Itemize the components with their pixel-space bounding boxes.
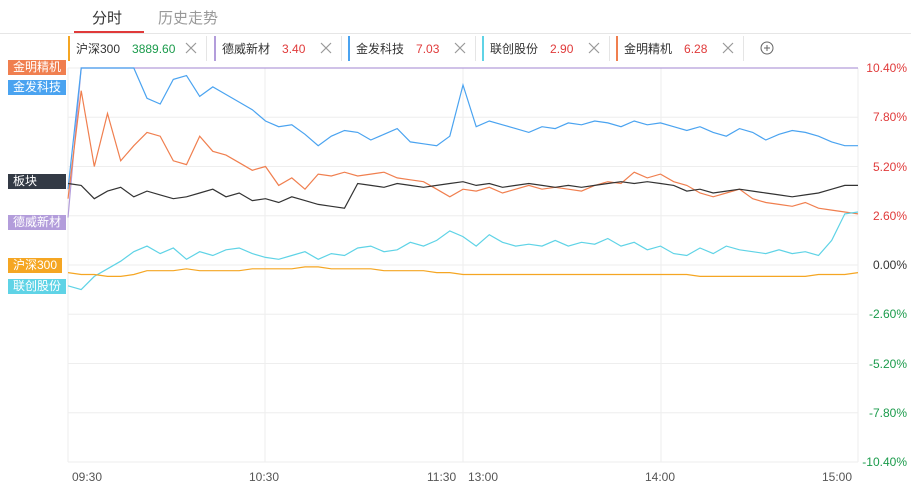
close-icon[interactable] <box>453 41 467 55</box>
chip-jinfa[interactable]: 金发科技 7.03 <box>348 36 476 61</box>
series-line <box>67 67 858 218</box>
chip-value: 3.40 <box>282 41 306 56</box>
side-label-hs300: 沪深300 <box>8 258 63 273</box>
series-line <box>67 266 859 277</box>
tab-intraday[interactable]: 分时 <box>92 10 123 27</box>
x-tick-label: 10:30 <box>249 470 280 484</box>
close-icon[interactable] <box>721 41 735 55</box>
chip-hs300[interactable]: 沪深300 3889.60 <box>68 36 207 61</box>
y-tick-label: 0.00% <box>872 258 907 272</box>
tabs-divider <box>0 33 911 34</box>
close-icon[interactable] <box>319 41 333 55</box>
y-tick-label: -2.60% <box>868 307 907 322</box>
chip-value: 3889.60 <box>132 41 176 56</box>
x-tick-label: 09:30 <box>72 470 103 484</box>
chart-grid <box>67 67 859 463</box>
chip-dewei[interactable]: 德威新材 3.40 <box>214 36 342 61</box>
active-tab-indicator <box>74 31 144 33</box>
side-label-sector: 板块 <box>8 174 66 189</box>
side-label-dewei: 德威新材 <box>8 215 67 230</box>
series-line <box>67 90 859 215</box>
y-tick-label: 2.60% <box>872 208 907 223</box>
y-tick-label: -10.40% <box>862 455 907 469</box>
side-label-jinming: 金明精机 <box>8 60 67 75</box>
series-line <box>67 181 858 209</box>
y-tick-label: 5.20% <box>872 159 907 174</box>
tab-history[interactable]: 历史走势 <box>158 10 219 27</box>
x-tick-label: 14:00 <box>645 470 676 484</box>
chip-name: 金明精机 <box>624 42 673 56</box>
side-label-lianchuang: 联创股份 <box>8 279 67 294</box>
chip-lianchuang[interactable]: 联创股份 2.90 <box>482 36 610 61</box>
close-icon[interactable] <box>587 41 601 55</box>
x-tick-label: 11:30 <box>427 470 457 484</box>
chip-name: 德威新材 <box>222 42 271 56</box>
x-tick-label: 15:00 <box>822 470 853 484</box>
x-tick-label: 13:00 <box>468 470 499 484</box>
chip-value: 2.90 <box>550 41 574 56</box>
chip-value: 6.28 <box>684 41 708 56</box>
y-tick-label: 7.80% <box>872 110 907 125</box>
chip-name: 联创股份 <box>490 42 539 56</box>
chart-lines <box>67 67 859 291</box>
series-line <box>67 67 858 190</box>
chip-name: 沪深300 <box>76 42 121 56</box>
y-tick-label: -5.20% <box>868 356 907 371</box>
close-icon[interactable] <box>184 41 198 55</box>
period-tabs: 分时 历史走势 <box>0 0 911 34</box>
chip-jinming[interactable]: 金明精机 6.28 <box>616 36 744 61</box>
y-tick-label: -7.80% <box>868 405 907 420</box>
add-compare-icon[interactable] <box>760 41 774 55</box>
chip-value: 7.03 <box>416 41 440 56</box>
side-label-jinfa: 金发科技 <box>8 80 67 95</box>
chip-name: 金发科技 <box>356 42 405 56</box>
series-line <box>67 211 859 291</box>
y-tick-label: 10.40% <box>866 61 907 75</box>
